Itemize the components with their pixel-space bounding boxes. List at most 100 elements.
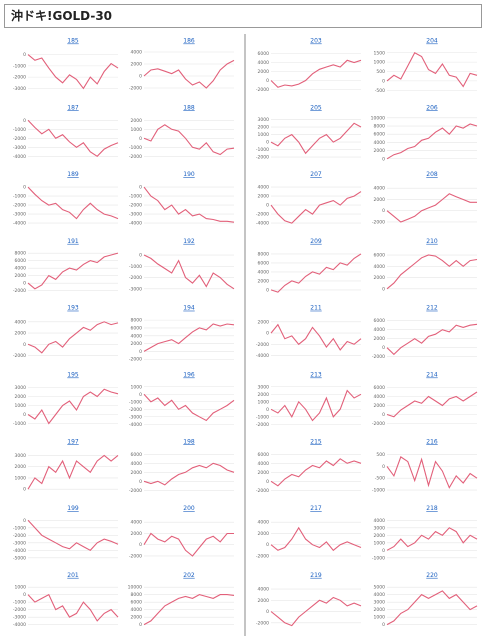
y-tick-label: 0 bbox=[23, 592, 26, 598]
y-tick-label: 6000 bbox=[131, 452, 143, 458]
y-tick-label: -2000 bbox=[372, 421, 385, 427]
y-tick-label: -3000 bbox=[129, 414, 142, 420]
y-tick-label: -2000 bbox=[256, 342, 269, 348]
chart-title[interactable]: 185 bbox=[67, 38, 79, 45]
y-tick-label: -3000 bbox=[129, 212, 142, 218]
chart-title[interactable]: 203 bbox=[310, 38, 322, 45]
y-tick-label: 1000 bbox=[131, 127, 143, 133]
y-tick-label: 4000 bbox=[374, 592, 386, 598]
chart-title[interactable]: 212 bbox=[426, 305, 438, 312]
chart-title[interactable]: 204 bbox=[426, 38, 438, 45]
chart-title[interactable]: 195 bbox=[67, 372, 79, 379]
chart-title[interactable]: 218 bbox=[426, 505, 438, 512]
chart-title[interactable]: 217 bbox=[310, 505, 322, 512]
y-tick-label: 1000 bbox=[258, 399, 270, 405]
chart-title[interactable]: 200 bbox=[183, 505, 195, 512]
page-title: 沖ドキ!GOLD-30 bbox=[4, 4, 482, 28]
y-tick-label: -2000 bbox=[256, 620, 269, 626]
y-tick-label: -4000 bbox=[13, 154, 26, 160]
y-tick-label: -1000 bbox=[13, 194, 26, 200]
chart-title[interactable]: 186 bbox=[183, 38, 195, 45]
chart-title[interactable]: 188 bbox=[183, 104, 195, 111]
y-tick-label: -2000 bbox=[372, 354, 385, 360]
chart-title[interactable]: 192 bbox=[183, 238, 195, 245]
y-tick-label: -3000 bbox=[13, 212, 26, 218]
chart-title[interactable]: 197 bbox=[67, 438, 79, 445]
chart-title[interactable]: 199 bbox=[67, 505, 79, 512]
chart-title[interactable]: 210 bbox=[426, 238, 438, 245]
y-tick-label: -2000 bbox=[129, 154, 142, 160]
y-tick-label: 1000 bbox=[15, 403, 27, 409]
y-tick-label: 8000 bbox=[15, 251, 27, 257]
y-tick-label: 1000 bbox=[15, 475, 27, 481]
y-tick-label: 4000 bbox=[258, 185, 270, 191]
y-tick-label: 6000 bbox=[15, 258, 27, 264]
y-tick-label: 4000 bbox=[131, 50, 143, 56]
chart-title[interactable]: 189 bbox=[67, 171, 79, 178]
y-tick-label: 0 bbox=[23, 281, 26, 287]
y-tick-label: 6000 bbox=[374, 385, 386, 391]
y-tick-label: -2000 bbox=[256, 553, 269, 559]
chart-title[interactable]: 206 bbox=[426, 104, 438, 111]
chart-title[interactable]: 193 bbox=[67, 305, 79, 312]
data-line bbox=[386, 391, 478, 418]
y-tick-label: 5000 bbox=[374, 585, 386, 591]
data-line bbox=[386, 323, 478, 356]
y-tick-label: 6000 bbox=[374, 132, 386, 138]
chart-title[interactable]: 205 bbox=[310, 104, 322, 111]
y-tick-label: 2000 bbox=[374, 607, 386, 613]
chart-title[interactable]: 207 bbox=[310, 171, 322, 178]
y-tick-label: 4000 bbox=[131, 520, 143, 526]
chart-title[interactable]: 190 bbox=[183, 171, 195, 178]
y-tick-label: 2000 bbox=[15, 394, 27, 400]
y-tick-label: -4000 bbox=[13, 622, 26, 628]
y-tick-label: -2000 bbox=[13, 288, 26, 294]
y-tick-label: -3000 bbox=[13, 86, 26, 92]
y-tick-label: -500 bbox=[375, 88, 385, 94]
chart-title[interactable]: 202 bbox=[183, 572, 195, 579]
y-tick-label: 4000 bbox=[374, 518, 386, 524]
chart-title[interactable]: 201 bbox=[67, 572, 79, 579]
chart-title[interactable]: 220 bbox=[426, 572, 438, 579]
y-tick-label: 0 bbox=[23, 118, 26, 124]
data-line bbox=[143, 532, 234, 557]
chart-title[interactable]: 215 bbox=[310, 438, 322, 445]
y-tick-label: 1500 bbox=[374, 50, 386, 56]
data-line bbox=[143, 254, 235, 290]
y-tick-label: -3000 bbox=[13, 145, 26, 151]
chart-title[interactable]: 191 bbox=[67, 238, 79, 245]
y-tick-label: -2000 bbox=[256, 212, 269, 218]
data-line bbox=[27, 593, 119, 622]
chart-title[interactable]: 216 bbox=[426, 438, 438, 445]
y-tick-label: 2000 bbox=[374, 403, 386, 409]
y-tick-label: -2000 bbox=[13, 203, 26, 209]
chart-title[interactable]: 214 bbox=[426, 372, 438, 379]
chart-title[interactable]: 187 bbox=[67, 104, 79, 111]
data-line bbox=[27, 54, 119, 90]
y-tick-label: 0 bbox=[382, 548, 385, 554]
chart-title[interactable]: 219 bbox=[310, 572, 322, 579]
chart-title[interactable]: 194 bbox=[183, 305, 195, 312]
data-line bbox=[143, 186, 235, 223]
y-tick-label: 1000 bbox=[374, 615, 386, 621]
y-tick-label: 2000 bbox=[258, 194, 270, 200]
y-tick-label: 0 bbox=[382, 345, 385, 351]
y-tick-label: 0 bbox=[382, 156, 385, 162]
chart-title[interactable]: 211 bbox=[310, 305, 322, 312]
y-tick-label: -2000 bbox=[13, 607, 26, 613]
y-tick-label: -2000 bbox=[13, 353, 26, 359]
chart-title[interactable]: 213 bbox=[310, 372, 322, 379]
data-line bbox=[386, 527, 478, 551]
data-line bbox=[27, 454, 119, 490]
y-tick-label: 6000 bbox=[258, 51, 270, 57]
y-tick-label: -2000 bbox=[129, 553, 142, 559]
data-line bbox=[270, 191, 362, 224]
chart-title[interactable]: 196 bbox=[183, 372, 195, 379]
chart-title[interactable]: 198 bbox=[183, 438, 195, 445]
y-tick-label: 4000 bbox=[131, 333, 143, 339]
y-tick-label: 8000 bbox=[131, 318, 143, 324]
chart-title[interactable]: 208 bbox=[426, 171, 438, 178]
y-tick-label: 2000 bbox=[374, 336, 386, 342]
chart-title[interactable]: 209 bbox=[310, 238, 322, 245]
